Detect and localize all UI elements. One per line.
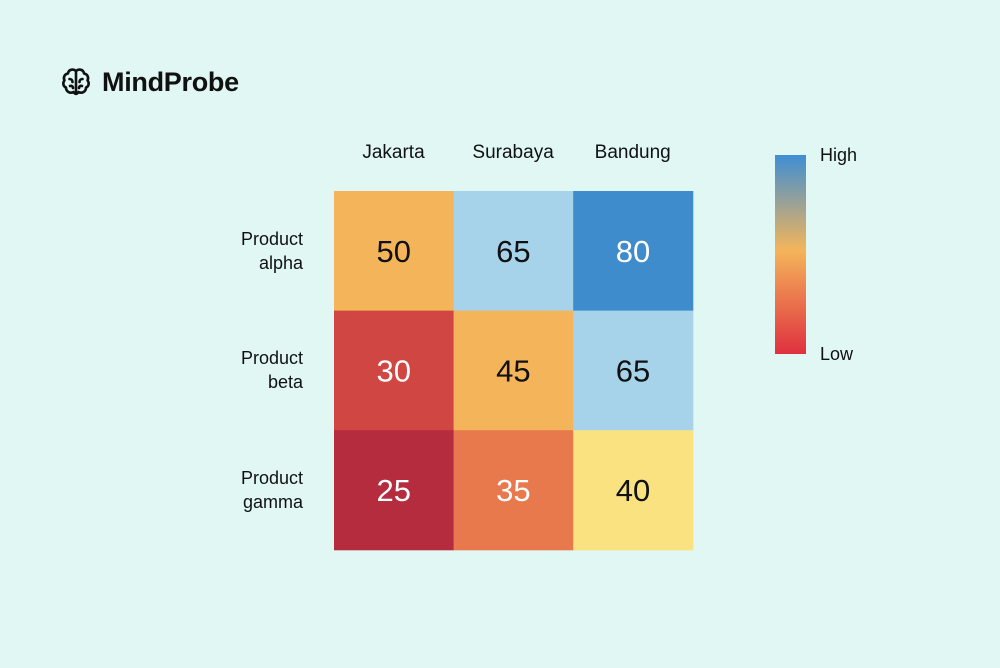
heatmap-cell-2-2: [573, 430, 694, 551]
heatmap-value-0-0: 50: [377, 234, 411, 269]
column-label-bandung: Bandung: [594, 142, 671, 163]
heatmap-cell-0-0: [334, 191, 455, 312]
heatmap-value-2-1: 35: [496, 473, 530, 508]
legend-low-label: Low: [820, 344, 854, 364]
heatmap-cell-2-0: [334, 430, 455, 551]
row-label-product-gamma: Product gamma: [240, 468, 303, 512]
heatmap-grid: 50 65 80 30 45 65 25 35 40: [334, 191, 694, 551]
heatmap-cell-1-2: [573, 310, 694, 431]
heatmap-cell-1-0: [334, 310, 455, 431]
heatmap-cell-0-1: [453, 191, 574, 312]
legend-color-bar: [775, 155, 806, 354]
brand-logo: MindProbe: [60, 66, 239, 98]
heatmap-value-0-2: 80: [616, 234, 650, 269]
heatmap-cell-2-1: [453, 430, 574, 551]
brain-icon: [60, 66, 92, 98]
heatmap-value-2-2: 40: [616, 473, 650, 508]
legend-high-label: High: [820, 145, 858, 165]
heatmap-value-1-2: 65: [616, 353, 650, 388]
row-label-product-alpha: Product alpha: [240, 228, 303, 273]
heatmap-value-1-1: 45: [496, 353, 530, 388]
heatmap-value-0-1: 65: [496, 234, 530, 269]
row-label-product-beta: Product beta: [240, 348, 303, 393]
column-label-jakarta: Jakarta: [362, 142, 425, 163]
heatmap-value-2-0: 25: [377, 473, 411, 508]
heatmap-value-1-0: 30: [377, 353, 411, 388]
brand-name: MindProbe: [102, 66, 239, 97]
heatmap-cell-1-1: [453, 310, 574, 431]
column-label-surabaya: Surabaya: [472, 142, 554, 163]
heatmap-cell-0-2: [573, 191, 694, 312]
